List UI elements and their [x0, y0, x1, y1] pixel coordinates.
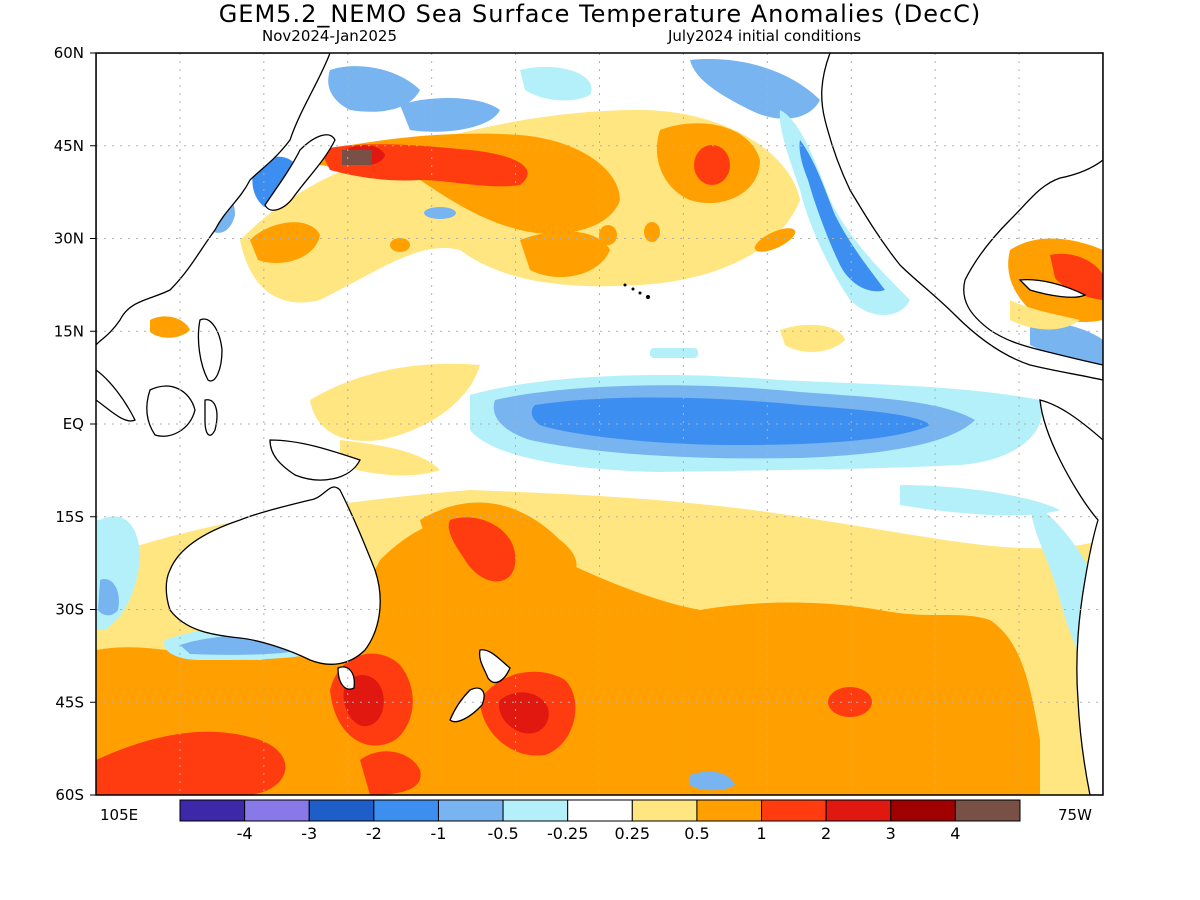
latitude-label: 60N	[54, 44, 84, 62]
sulawesi	[204, 399, 218, 436]
west-australia-cool-core	[98, 579, 119, 616]
colorbar-swatch	[567, 799, 633, 822]
latitude-label: 45S	[55, 693, 84, 711]
colorbar-label: -1	[430, 824, 446, 843]
latitude-label: 60S	[55, 786, 84, 804]
east-pacific-cool-strip	[900, 485, 1060, 516]
japan-islands	[264, 134, 336, 211]
japan-sea-warm	[250, 222, 320, 263]
colorbar-swatch	[502, 799, 569, 822]
okhotsk-cool	[328, 66, 420, 112]
colorbar-swatch	[373, 799, 439, 822]
alaska-cool	[690, 59, 820, 119]
south-west-red	[96, 731, 286, 795]
colorbar-label: -2	[366, 824, 382, 843]
philippine-sea-warm	[150, 316, 190, 338]
mid-north-warm	[520, 231, 610, 278]
colorbar-label: -3	[301, 824, 317, 843]
caribbean-red	[1050, 253, 1103, 300]
south-cool-bottom	[690, 771, 735, 791]
west-pacific-light-warm	[310, 363, 480, 441]
maritime-light-warm	[340, 440, 440, 476]
bering-cool	[520, 66, 592, 101]
equatorial-small-cool	[650, 348, 698, 358]
central-america-cool	[1030, 320, 1103, 370]
equatorial-cold-core	[531, 397, 930, 445]
north-small-cool	[424, 207, 456, 219]
new-guinea	[269, 439, 361, 481]
kuroshio-warm-core	[342, 150, 372, 165]
south-pacific-warm-band	[96, 518, 1040, 795]
latitude-label: EQ	[63, 415, 84, 433]
latitude-labels: 60N 45N 30N 15N EQ 15S 30S 45S 60S	[54, 44, 96, 804]
hawaii-east-light-warm	[780, 324, 845, 352]
small-warm-b	[599, 225, 617, 245]
cuba	[1018, 279, 1087, 298]
colorbar: -4 -3 -2 -1 -0.5 -0.25 0.25 0.5 1 2 3 4	[179, 799, 1021, 843]
latitude-label: 15N	[54, 322, 84, 340]
map-area	[96, 53, 1103, 795]
colorbar-label: 2	[821, 824, 831, 843]
south-red-core-a	[448, 517, 516, 582]
colorbar-swatch	[308, 799, 375, 822]
latitude-label: 30N	[54, 230, 84, 248]
caribbean-light-warm	[1010, 300, 1080, 330]
colorbar-swatch	[179, 799, 246, 822]
colorbar-swatch	[825, 799, 892, 822]
small-warm-d	[754, 228, 796, 252]
forecast-period-subtitle: Nov2024-Jan2025	[262, 27, 397, 45]
small-warm-a	[390, 238, 410, 252]
longitude-label-left: 105E	[100, 806, 138, 824]
south-america	[1039, 399, 1103, 795]
colorbar-swatch	[890, 799, 956, 822]
colorbar-label: -0.25	[547, 824, 588, 843]
colorbar-swatch	[244, 799, 310, 822]
colorbar-swatch	[631, 799, 698, 822]
new-zealand-north	[478, 649, 511, 684]
australia	[165, 486, 381, 665]
tasmania	[337, 666, 355, 690]
colorbar-label: 3	[886, 824, 896, 843]
hawaii-islands	[623, 283, 650, 299]
colorbar-label: -0.5	[487, 824, 518, 843]
colorbar-label: 0.5	[684, 824, 709, 843]
coastlines	[96, 53, 1103, 795]
asia-landmass	[96, 53, 331, 347]
colorbar-swatch	[761, 799, 827, 822]
longitude-label-right: 75W	[1058, 806, 1092, 824]
initial-conditions-subtitle: July2024 initial conditions	[668, 27, 862, 45]
aleutian-cool	[400, 98, 500, 132]
latitude-label: 15S	[55, 508, 84, 526]
colorbar-swatch	[437, 799, 504, 822]
colorbar-label: -4	[237, 824, 253, 843]
colorbar-label: 0.25	[614, 824, 650, 843]
california-coast-cold	[799, 140, 885, 292]
north-east-red	[694, 145, 730, 185]
colorbar-label: 4	[950, 824, 960, 843]
colorbar-swatch	[696, 799, 763, 822]
sumatra	[96, 369, 136, 422]
small-warm-c	[644, 222, 660, 242]
new-zealand-south	[449, 687, 485, 723]
south-bottom-red	[360, 751, 421, 795]
map-title: GEM5.2_NEMO Sea Surface Temperature Anom…	[218, 0, 982, 28]
colorbar-swatch	[954, 799, 1021, 822]
borneo	[146, 385, 196, 437]
latitude-label: 30S	[55, 601, 84, 619]
philippines	[197, 318, 223, 382]
latitude-label: 45N	[54, 137, 84, 155]
colorbar-label: 1	[756, 824, 766, 843]
